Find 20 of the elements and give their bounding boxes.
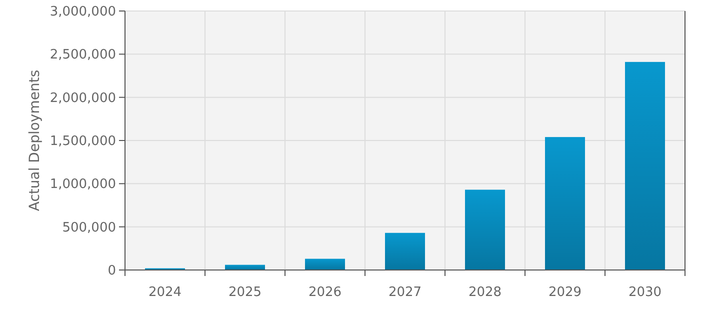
- x-tick-label: 2027: [388, 285, 422, 300]
- y-tick-label: 1,000,000: [50, 177, 116, 192]
- x-tick-label: 2029: [548, 285, 582, 300]
- y-axis-title: Actual Deployments: [27, 70, 43, 212]
- y-tick-label: 3,000,000: [50, 4, 116, 20]
- x-tick-label: 2030: [628, 285, 662, 300]
- bar: [545, 137, 585, 270]
- y-tick-label: 0: [108, 264, 116, 279]
- x-tick-label: 2028: [468, 285, 502, 300]
- bar: [625, 62, 665, 270]
- y-tick-label: 500,000: [62, 220, 116, 236]
- y-tick-label: 1,500,000: [50, 134, 116, 150]
- x-tick-label: 2026: [308, 285, 342, 300]
- x-tick-label: 2025: [228, 285, 262, 300]
- bar: [465, 190, 505, 270]
- bar: [305, 258, 345, 270]
- bar: [385, 232, 425, 270]
- y-tick-label: 2,500,000: [50, 48, 116, 63]
- y-tick-label: 2,000,000: [50, 90, 116, 106]
- x-tick-label: 2024: [148, 285, 182, 300]
